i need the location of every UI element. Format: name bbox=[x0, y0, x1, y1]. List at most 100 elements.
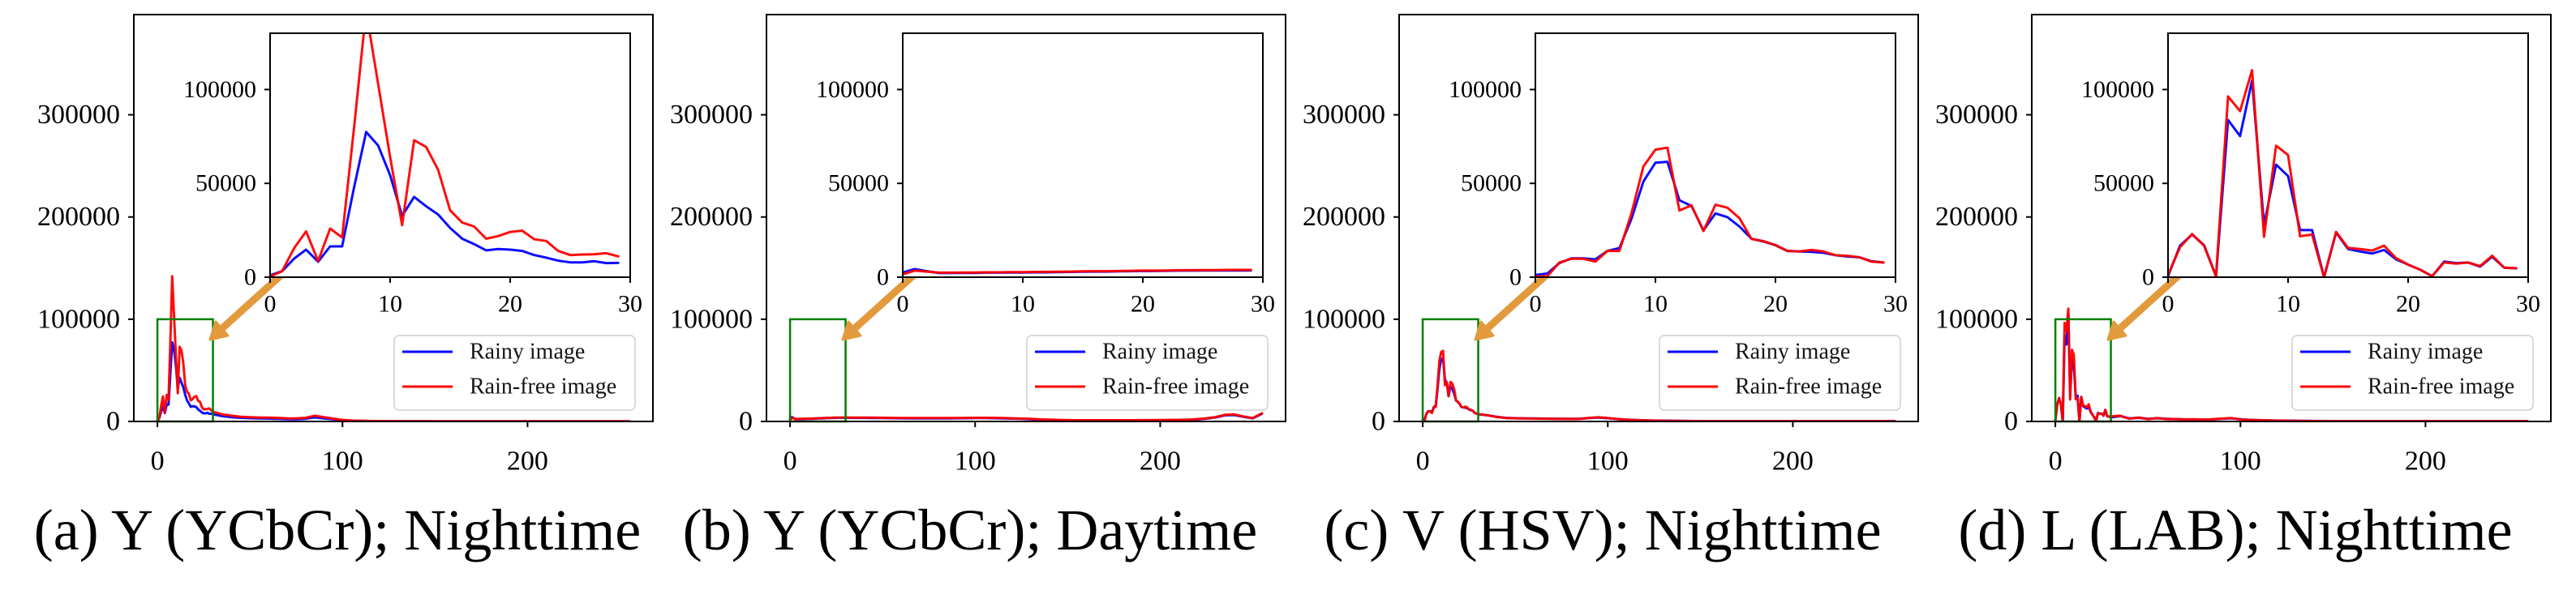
inset-ytick-label: 100000 bbox=[183, 76, 256, 103]
inset-ytick-label: 100000 bbox=[1449, 76, 1522, 103]
legend-box bbox=[1659, 335, 1901, 411]
main-ytick-label: 300000 bbox=[1303, 100, 1385, 130]
zoom-arrow-head-icon bbox=[1474, 320, 1495, 341]
chart-panel: 0 100000 200000 300000 0 100 200 0 50000 100000 0 1… bbox=[670, 14, 1286, 562]
inset-ytick-label: 0 bbox=[1509, 264, 1522, 291]
inset-line-rain-free bbox=[903, 268, 1252, 276]
main-xtick-label: 0 bbox=[151, 447, 165, 477]
inset-ytick-label: 0 bbox=[2142, 264, 2154, 291]
inset-xtick-label: 10 bbox=[378, 291, 402, 318]
inset-ytick-label: 0 bbox=[244, 264, 256, 291]
inset-xtick-label: 0 bbox=[897, 291, 909, 318]
inset-ytick-label: 0 bbox=[877, 264, 889, 291]
legend-label-rainy: Rainy image bbox=[2368, 340, 2483, 365]
main-xtick-label: 200 bbox=[2405, 447, 2446, 477]
legend-label-rain-free: Rain-free image bbox=[1735, 374, 1882, 400]
legend-box bbox=[393, 335, 636, 411]
main-axes-frame bbox=[1398, 14, 1919, 422]
legend: Rainy image Rain-free image bbox=[2291, 335, 2534, 411]
zoom-arrow-head-icon bbox=[2106, 320, 2127, 341]
inset-series-group bbox=[903, 267, 1252, 276]
inset-xtick-label: 0 bbox=[2162, 291, 2175, 318]
main-ytick-label: 0 bbox=[1372, 407, 1385, 437]
inset-line-rain-free bbox=[1535, 146, 1885, 277]
inset-ytick-label: 50000 bbox=[195, 170, 256, 197]
inset-axes-frame bbox=[1535, 32, 1896, 278]
chart-panel: 0 100000 200000 300000 0 100 200 0 50000 100000 0 1… bbox=[34, 14, 654, 562]
inset-axes: 0 50000 100000 0 10 20 30 bbox=[183, 32, 642, 318]
main-axes-frame bbox=[766, 14, 1286, 422]
main-ytick-label: 200000 bbox=[1935, 202, 2018, 232]
inset-axes-frame bbox=[2167, 32, 2529, 278]
legend-label-rainy: Rainy image bbox=[1735, 340, 1850, 365]
main-ytick-label: 100000 bbox=[1935, 304, 2018, 334]
inset-xtick-label: 30 bbox=[2516, 291, 2540, 318]
main-xtick-label: 0 bbox=[784, 447, 797, 477]
inset-xtick-label: 10 bbox=[2276, 291, 2300, 318]
inset-xtick-label: 20 bbox=[1763, 291, 1788, 318]
inset-axes-frame bbox=[902, 32, 1264, 278]
inset-series-group bbox=[1535, 146, 1885, 277]
main-ytick-label: 100000 bbox=[37, 304, 120, 334]
main-ytick-label: 0 bbox=[2004, 407, 2018, 437]
main-ytick-label: 0 bbox=[106, 407, 120, 437]
main-ytick-label: 0 bbox=[739, 407, 753, 437]
legend-box bbox=[1026, 335, 1269, 411]
legend-label-rainy: Rainy image bbox=[470, 340, 585, 365]
main-ytick-label: 300000 bbox=[1935, 100, 2018, 130]
legend-label-rainy: Rainy image bbox=[1102, 340, 1217, 365]
main-ytick-label: 300000 bbox=[670, 100, 753, 130]
legend-box bbox=[2291, 335, 2534, 411]
panel-caption: (c) V (HSV); Nighttime bbox=[1324, 498, 1881, 562]
inset-plot-area bbox=[270, 33, 630, 277]
inset-xtick-label: 20 bbox=[2396, 291, 2420, 318]
main-ytick-label: 100000 bbox=[1303, 304, 1385, 334]
inset-plot-area bbox=[1535, 33, 1896, 277]
chart-panel: 0 100000 200000 300000 0 100 200 0 50000 100000 0 1… bbox=[1303, 14, 1919, 562]
inset-ytick-label: 100000 bbox=[816, 76, 889, 103]
inset-xtick-label: 30 bbox=[1251, 291, 1275, 318]
inset-xtick-label: 0 bbox=[264, 291, 277, 318]
inset-series-group bbox=[2168, 69, 2518, 277]
inset-ytick-label: 50000 bbox=[828, 170, 889, 197]
inset-xtick-label: 30 bbox=[1883, 291, 1908, 318]
main-axes-frame bbox=[2031, 14, 2552, 422]
main-series-group bbox=[788, 412, 1264, 421]
inset-axes: 0 50000 100000 0 10 20 30 bbox=[2081, 32, 2540, 318]
chart-panel: 0 100000 200000 300000 0 100 200 0 50000 100000 0 1… bbox=[1935, 14, 2552, 562]
inset-series-group bbox=[270, 33, 620, 277]
main-ytick-label: 200000 bbox=[1303, 202, 1385, 232]
inset-axes: 0 50000 100000 0 10 20 30 bbox=[816, 32, 1275, 318]
main-xtick-label: 200 bbox=[507, 447, 548, 477]
main-xtick-label: 100 bbox=[322, 447, 363, 477]
inset-line-rainy bbox=[270, 130, 620, 277]
inset-xtick-label: 20 bbox=[498, 291, 522, 318]
main-xtick-label: 200 bbox=[1772, 447, 1814, 477]
main-ytick-label: 200000 bbox=[670, 202, 753, 232]
inset-xtick-label: 10 bbox=[1011, 291, 1035, 318]
inset-line-rain-free bbox=[270, 33, 620, 277]
inset-axes: 0 50000 100000 0 10 20 30 bbox=[1449, 32, 1908, 318]
inset-xtick-label: 20 bbox=[1131, 291, 1155, 318]
zoom-arrow-head-icon bbox=[208, 320, 230, 341]
legend-label-rain-free: Rain-free image bbox=[1102, 374, 1249, 400]
main-xtick-label: 100 bbox=[2220, 447, 2261, 477]
inset-xtick-label: 0 bbox=[1530, 291, 1542, 318]
main-ytick-label: 200000 bbox=[37, 202, 120, 232]
legend: Rainy image Rain-free image bbox=[393, 335, 636, 411]
main-xtick-label: 100 bbox=[1587, 447, 1629, 477]
inset-ytick-label: 50000 bbox=[2093, 170, 2154, 197]
inset-axes-frame bbox=[269, 32, 631, 278]
legend: Rainy image Rain-free image bbox=[1026, 335, 1269, 411]
legend-label-rain-free: Rain-free image bbox=[470, 374, 616, 400]
main-xtick-label: 100 bbox=[955, 447, 996, 477]
inset-plot-area bbox=[903, 33, 1263, 277]
legend-label-rain-free: Rain-free image bbox=[2368, 374, 2514, 400]
inset-plot-area bbox=[2168, 33, 2528, 277]
panel-caption: (b) Y (YCbCr); Daytime bbox=[683, 498, 1258, 562]
legend: Rainy image Rain-free image bbox=[1659, 335, 1901, 411]
main-axes-frame bbox=[133, 14, 654, 422]
inset-xtick-label: 10 bbox=[1643, 291, 1668, 318]
